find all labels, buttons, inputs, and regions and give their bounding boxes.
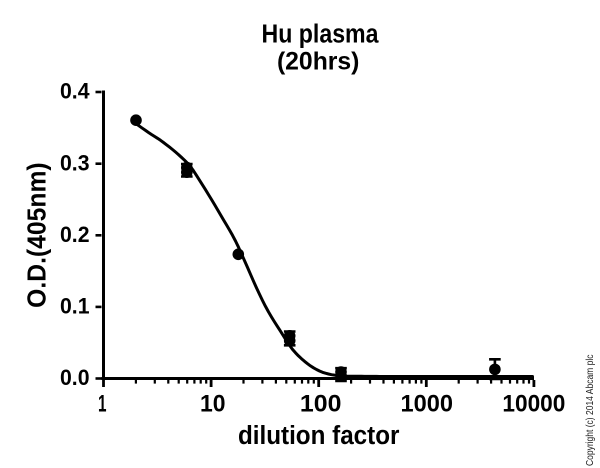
svg-text:0.2: 0.2 [60, 222, 90, 247]
svg-text:1: 1 [98, 390, 107, 417]
svg-text:0.0: 0.0 [60, 365, 90, 390]
svg-text:0.3: 0.3 [60, 150, 90, 175]
svg-text:1000: 1000 [401, 390, 454, 417]
svg-text:dilution factor: dilution factor [238, 420, 400, 450]
svg-text:0.1: 0.1 [60, 294, 90, 319]
svg-text:10: 10 [200, 390, 226, 417]
svg-text:0.4: 0.4 [60, 79, 90, 104]
svg-text:O.D.(405nm): O.D.(405nm) [22, 162, 52, 308]
svg-text:Copyright (c) 2014 Abcam plc: Copyright (c) 2014 Abcam plc [585, 355, 596, 467]
svg-text:Hu plasma: Hu plasma [262, 19, 379, 49]
svg-text:10000: 10000 [502, 390, 565, 417]
svg-text:100: 100 [300, 390, 342, 417]
svg-text:(20hrs): (20hrs) [277, 48, 360, 76]
